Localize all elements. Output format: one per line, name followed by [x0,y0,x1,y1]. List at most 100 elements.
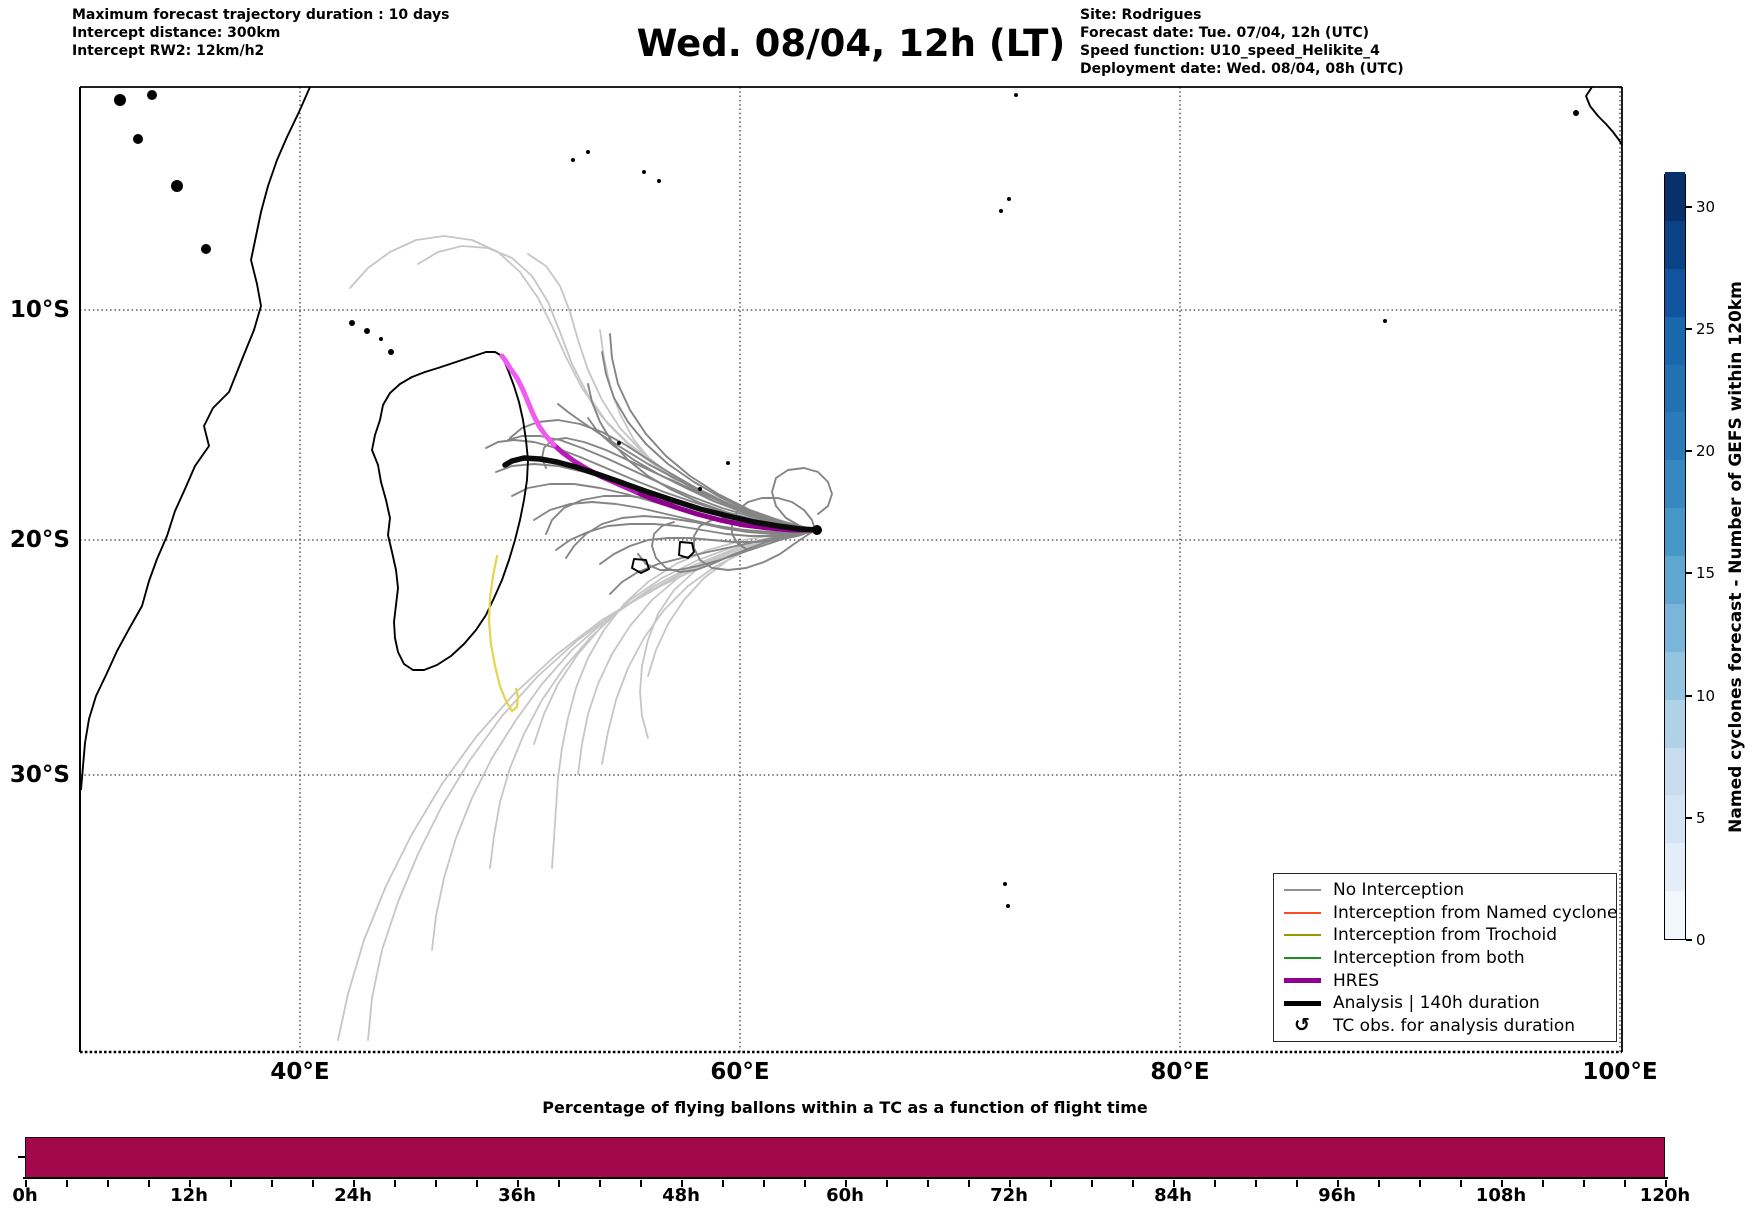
bottom-minor-tick [230,1180,232,1187]
colorbar [1664,172,1686,940]
colorbar-segment [1665,363,1685,413]
bottom-minor-tick [353,1180,355,1187]
bottom-minor-tick [517,1180,519,1187]
legend-swatch-5 [1282,1000,1322,1006]
colorbar-tick [1686,206,1692,208]
colorbar-tick-label: 25 [1696,320,1716,338]
legend-swatch-3 [1282,957,1322,960]
forecast-date-text: Forecast date: Tue. 07/04, 12h (UTC) [1080,25,1370,41]
bottom-minor-tick [681,1180,683,1187]
legend-item-2: Interception from Trochoid [1282,924,1608,947]
colorbar-tick-label: 30 [1696,198,1716,216]
colorbar-tick-label: 10 [1696,687,1716,705]
legend-label: Interception from Trochoid [1333,925,1557,946]
legend-line-swatch [1283,1000,1321,1006]
bottom-minor-tick [435,1180,437,1187]
figure-title: Wed. 08/04, 12h (LT) [636,22,1066,65]
ensemble-tracks-dark [485,333,833,595]
bottom-minor-tick [1091,1180,1093,1187]
bottom-minor-tick [804,1180,806,1187]
legend-swatch-0 [1282,889,1322,892]
header-left-block: Maximum forecast trajectory duration : 1… [72,6,449,60]
bottom-axis-line [23,1177,1668,1180]
colorbar-tick [1686,450,1692,452]
bottom-minor-tick [1132,1180,1134,1187]
legend-swatch-4 [1282,978,1322,984]
x-tick-label-40°E: 40°E [270,1059,330,1085]
colorbar-tick-label: 5 [1696,809,1706,827]
bottom-minor-tick [1501,1180,1503,1187]
colorbar-tick [1686,695,1692,697]
bottom-minor-tick [1419,1180,1421,1187]
legend-box: No Interception Interception from Named c… [1273,873,1618,1042]
bottom-minor-tick [271,1180,273,1187]
colorbar-tick [1686,572,1692,574]
colorbar-label: Named cyclones forecast - Number of GEFS… [1726,281,1746,833]
bottom-chart-title: Percentage of flying ballons within a TC… [542,1098,1148,1117]
x-tick-label-60°E: 60°E [710,1059,770,1085]
legend-item-0: No Interception [1282,879,1608,902]
legend-line-swatch [1283,978,1321,984]
bottom-tick-label-0h: 0h [12,1185,38,1206]
bottom-minor-tick [1050,1180,1052,1187]
bottom-tick-label-108h: 108h [1475,1185,1527,1206]
bottom-minor-tick [722,1180,724,1187]
legend-label: HRES [1333,970,1380,991]
bottom-minor-tick [148,1180,150,1187]
bottom-minor-tick [1173,1180,1175,1187]
colorbar-segment [1665,603,1685,652]
bottom-tick-label-120h: 120h [1639,1185,1691,1206]
bottom-yaxis-tick [18,1156,25,1158]
bottom-minor-tick [1542,1180,1544,1187]
bottom-tick-label-84h: 84h [1154,1185,1192,1206]
y-tick-label-30°S: 30°S [9,762,70,788]
legend-label: No Interception [1333,880,1465,901]
bottom-minor-tick [476,1180,478,1187]
bottom-minor-tick [1583,1180,1585,1187]
legend-item-6: ↺ TC obs. for analysis duration [1282,1015,1608,1038]
intercept-rw2-text: Intercept RW2: 12km/h2 [72,43,265,59]
bottom-tick-label-60h: 60h [826,1185,864,1206]
rotate-ccw-icon: ↺ [1294,1014,1310,1037]
bottom-tick-label-48h: 48h [662,1185,700,1206]
percentage-bar [25,1137,1665,1178]
bottom-minor-tick [189,1180,191,1187]
bottom-tick-label-96h: 96h [1318,1185,1356,1206]
legend-line-swatch [1283,889,1321,892]
bottom-minor-tick [394,1180,396,1187]
y-tick-label-10°S: 10°S [9,297,70,323]
legend-label: Interception from both [1333,948,1525,969]
bottom-minor-tick [25,1180,27,1187]
colorbar-segment [1665,507,1685,556]
legend-label: Interception from Named cyclone [1333,902,1618,923]
bottom-minor-tick [1296,1180,1298,1187]
deployment-date-text: Deployment date: Wed. 08/04, 08h (UTC) [1080,61,1404,77]
bottom-minor-tick [66,1180,68,1187]
map-frame [79,86,1623,1054]
legend-swatch-1 [1282,911,1322,914]
colorbar-segment [1665,459,1685,509]
colorbar-segment [1665,268,1685,317]
bottom-tick-label-72h: 72h [990,1185,1028,1206]
colorbar-segment [1665,411,1685,461]
colorbar-segment [1665,842,1685,892]
speed-function-text: Speed function: U10_speed_Helikite_4 [1080,43,1380,59]
colorbar-segment [1665,746,1685,796]
bottom-minor-tick [1378,1180,1380,1187]
tc-obs-marker [812,525,822,535]
analysis-track [502,455,821,533]
bottom-tick-label-24h: 24h [334,1185,372,1206]
colorbar-tick [1686,817,1692,819]
colorbar-segment [1665,316,1685,365]
colorbar-segment [1665,699,1685,748]
bottom-minor-tick [640,1180,642,1187]
legend-item-3: Interception from both [1282,947,1608,970]
bottom-minor-tick [763,1180,765,1187]
legend-swatch-2 [1282,934,1322,937]
max-duration-text: Maximum forecast trajectory duration : 1… [72,7,450,23]
bottom-minor-tick [886,1180,888,1187]
bottom-minor-tick [1460,1180,1462,1187]
tc-obs-legend-icon: ↺ [1282,1016,1322,1035]
colorbar-tick [1686,328,1692,330]
